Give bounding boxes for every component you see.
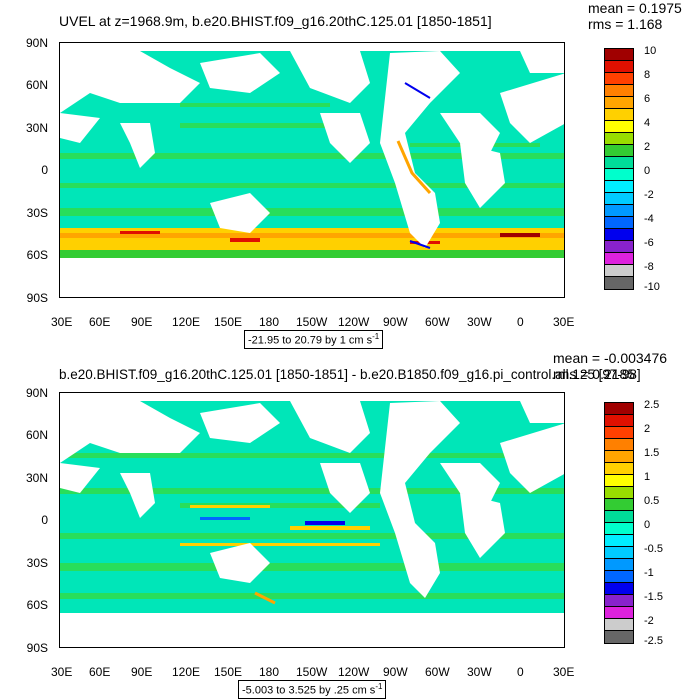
lat-label: 0 [41, 163, 48, 177]
lat-label: 90S [26, 641, 48, 655]
lon-label: 150W [296, 665, 328, 679]
contour-range-text: -5.003 to 3.525 by .25 cm s [242, 684, 376, 697]
lon-label: 0 [517, 315, 524, 329]
lon-label: 90W [383, 665, 408, 679]
lon-label: 30E [553, 665, 575, 679]
lat-label: 0 [41, 513, 48, 527]
colorbar-label: 0 [644, 519, 651, 531]
colorbar-label: -10 [644, 281, 660, 293]
panel-uvel: UVEL at z=1968.9m, b.e20.BHIST.f09_g16.2… [25, 0, 682, 349]
lat-label: 90N [25, 36, 48, 50]
lon-label: 150E [214, 665, 243, 679]
lon-label: 60W [425, 665, 450, 679]
lon-label: 30W [467, 665, 492, 679]
colorbar-label: -6 [644, 237, 654, 249]
colorbar-label: 8 [644, 69, 651, 81]
map-plot [59, 42, 565, 298]
lon-label: 120W [338, 665, 370, 679]
lon-label: 150E [214, 315, 243, 329]
lat-label: 60N [25, 428, 48, 442]
lat-label: 90S [26, 291, 48, 305]
lon-label: 90E [131, 665, 153, 679]
lat-label: 60S [26, 598, 48, 612]
mean-stat: mean = -0.003476 [553, 350, 668, 366]
rms-stat: rms = 0.2185 [553, 366, 636, 382]
lon-label: 60E [89, 315, 111, 329]
map-plot [59, 392, 565, 648]
lat-label: 60S [26, 248, 48, 262]
lon-label: 90E [131, 315, 153, 329]
colorbar-label: 4 [644, 117, 651, 129]
colorbar-label: 0 [644, 165, 651, 177]
lon-label: 30E [553, 315, 575, 329]
map-graphic [60, 393, 564, 647]
unit-superscript: -1 [372, 332, 380, 341]
lon-label: 180 [259, 665, 280, 679]
lon-label: 120E [172, 665, 201, 679]
colorbar-label: -1 [644, 567, 654, 579]
colorbar-label: 2 [644, 423, 651, 435]
map-graphic [60, 43, 564, 297]
unit-superscript: -1 [375, 682, 383, 691]
lat-label: 30S [26, 206, 48, 220]
rms-stat: rms = 1.168 [588, 16, 663, 32]
panel-title: UVEL at z=1968.9m, b.e20.BHIST.f09_g16.2… [59, 13, 492, 29]
colorbar-label: -2.5 [644, 635, 663, 647]
colorbar-label: -2 [644, 189, 654, 201]
contour-range-box: -5.003 to 3.525 by .25 cm s-1 [238, 680, 387, 699]
colorbar [604, 402, 634, 644]
colorbar-label: 10 [644, 45, 657, 57]
contour-range-text: -21.95 to 20.79 by 1 cm s [248, 334, 373, 347]
lon-label: 90W [383, 315, 408, 329]
lon-label: 30E [51, 315, 73, 329]
lon-label: 60W [425, 315, 450, 329]
lon-label: 120W [338, 315, 370, 329]
lat-label: 60N [25, 78, 48, 92]
panel-title: b.e20.BHIST.f09_g16.20thC.125.01 [1850-1… [59, 367, 641, 382]
lon-label: 120E [172, 315, 201, 329]
lon-label: 0 [517, 665, 524, 679]
colorbar-label: -0.5 [644, 543, 663, 555]
colorbar-label: 2 [644, 141, 651, 153]
colorbar-label: -4 [644, 213, 654, 225]
lon-label: 150W [296, 315, 328, 329]
lat-label: 30N [25, 121, 48, 135]
lon-label: 60E [89, 665, 111, 679]
colorbar-label: 0.5 [644, 495, 660, 507]
lon-label: 30E [51, 665, 73, 679]
mean-stat: mean = 0.1975 [588, 0, 682, 16]
colorbar-label: 6 [644, 93, 651, 105]
colorbar [604, 48, 634, 290]
contour-range-box: -21.95 to 20.79 by 1 cm s-1 [244, 330, 384, 349]
lon-label: 30W [467, 315, 492, 329]
panel-difference: b.e20.BHIST.f09_g16.20thC.125.01 [1850-1… [0, 350, 700, 700]
lat-label: 30S [26, 556, 48, 570]
lat-label: 90N [25, 386, 48, 400]
colorbar-label: -8 [644, 261, 654, 273]
lon-label: 180 [259, 315, 280, 329]
colorbar-label: 2.5 [644, 399, 660, 411]
lat-label: 30N [25, 471, 48, 485]
colorbar-label: -2 [644, 615, 654, 627]
colorbar-label: 1 [644, 471, 651, 483]
colorbar-label: 1.5 [644, 447, 660, 459]
colorbar-label: -1.5 [644, 591, 663, 603]
